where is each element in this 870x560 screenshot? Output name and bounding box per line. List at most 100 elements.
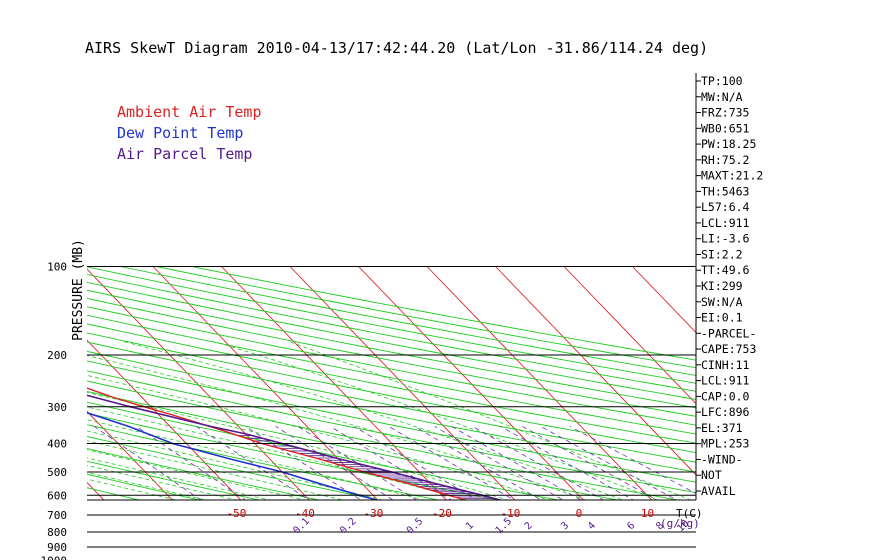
index-label: -WIND- (701, 452, 743, 466)
dry-adiabat-line (87, 314, 696, 435)
legend: Ambient Air Temp Dew Point Temp Air Parcel… (117, 103, 262, 163)
dry-adiabat-line (87, 274, 696, 392)
dry-adiabat-line (87, 341, 696, 463)
index-label: LCL:911 (701, 216, 750, 230)
index-label: EI:0.1 (701, 311, 743, 325)
index-label: TH:5463 (701, 184, 750, 198)
index-label: CAPE:753 (701, 342, 756, 356)
pressure-tick-label: 800 (47, 526, 67, 539)
mixing-ratio-line (472, 426, 605, 500)
temp-tick-label-bottom: -50 (227, 507, 247, 520)
moist-adiabat-line (87, 391, 510, 500)
mixing-ratio-line (434, 426, 564, 500)
mixing-ratio-line (451, 426, 582, 500)
index-label: KI:299 (701, 279, 743, 293)
index-label: FRZ:735 (701, 106, 749, 120)
moist-adiabat-line (87, 449, 307, 500)
dry-adiabat-line (87, 332, 696, 454)
mixing-ratio-line (388, 426, 515, 500)
mixing-ratio-unit-label: (g/kg) (660, 517, 700, 530)
dry-adiabat-line (87, 424, 441, 500)
dry-adiabat-line (87, 487, 142, 500)
series-line-2 (87, 411, 380, 500)
index-label: NOT (701, 468, 722, 482)
temp-tick-label-bottom: 10 (641, 507, 654, 520)
isotherm-line (221, 266, 447, 500)
index-label: L57:6.4 (701, 200, 750, 214)
index-label: MPL:253 (701, 437, 750, 451)
mixing-ratio-tick-label: 6 (625, 520, 637, 532)
isotherm-line (87, 410, 173, 500)
isotherm-line (563, 266, 696, 405)
index-label: -PARCEL- (701, 326, 756, 340)
index-label: LI:-3.6 (701, 232, 750, 246)
moist-adiabat-line (123, 341, 624, 500)
series-line-3 (87, 394, 504, 500)
pressure-tick-label: 300 (47, 401, 67, 414)
pressure-tick-label: 600 (47, 489, 67, 502)
dry-adiabat-line (87, 323, 696, 444)
dry-adiabat-line (87, 460, 261, 500)
dry-adiabat-line (87, 297, 696, 417)
index-label: TT:49.6 (701, 263, 750, 277)
mixing-ratio-tick-label: 2 (523, 520, 535, 532)
pressure-tick-label: 500 (47, 466, 67, 479)
dry-adiabat-line (87, 370, 696, 494)
mixing-ratio-tick-label: 1 (464, 520, 476, 532)
index-label: EL:371 (701, 421, 743, 435)
index-label: LCL:911 (701, 374, 750, 388)
axes: 1002003004005006007008009001000-50-40-30… (41, 261, 703, 560)
pressure-tick-label: 1000 (41, 555, 68, 560)
mixing-ratio-line (414, 426, 542, 500)
moist-adiabat-line (288, 341, 692, 500)
mixing-ratio-line (297, 426, 418, 500)
index-label: LFC:896 (701, 405, 750, 419)
cape-hatch (238, 435, 502, 500)
dry-adiabat-line (87, 306, 696, 426)
isotherm-line (289, 266, 516, 500)
mixing-ratio-line (94, 426, 202, 500)
moist-adiabat-line (87, 430, 385, 500)
index-label: MAXT:21.2 (701, 169, 763, 183)
moist-adiabat-line (87, 355, 588, 500)
temp-tick-label-bottom: -40 (295, 507, 315, 520)
dry-adiabat-line (87, 289, 696, 409)
pressure-tick-label: 700 (47, 509, 67, 522)
moist-adiabat-line (87, 471, 208, 500)
moist-adiabat-line (87, 457, 272, 500)
background-lines (0, 266, 696, 560)
isotherm-line (152, 266, 379, 500)
chart-title: AIRS SkewT Diagram 2010-04-13/17:42:44.2… (85, 39, 708, 57)
index-label: MW:N/A (701, 90, 743, 104)
isotherm-line (426, 266, 653, 500)
moist-adiabat-line (214, 341, 659, 500)
mixing-ratio-tick-label: 4 (586, 520, 598, 532)
mixing-ratio-line (245, 426, 362, 500)
isotherm-line (495, 266, 696, 476)
isotherm-line (0, 267, 31, 560)
legend-entry-3: Air Parcel Temp (117, 145, 252, 163)
index-label: CAP:0.0 (701, 389, 750, 403)
temp-tick-label-bottom: -20 (432, 507, 452, 520)
index-label: RH:75.2 (701, 153, 749, 167)
index-label: TP:100 (701, 74, 743, 88)
moist-adiabat-line (87, 419, 426, 500)
pressure-tick-label: 100 (47, 261, 67, 274)
legend-entry-1: Ambient Air Temp (117, 103, 262, 121)
dry-adiabat-line (87, 350, 696, 473)
legend-entry-2: Dew Point Temp (117, 124, 243, 142)
index-label: PW:18.25 (701, 137, 756, 151)
moist-adiabat-line (87, 374, 550, 500)
y-axis-label: PRESSURE (MB) (71, 239, 86, 341)
isotherm-line (632, 266, 696, 334)
temp-tick-label-bottom: -10 (501, 507, 521, 520)
isotherm-line (358, 266, 584, 500)
pressure-tick-label: 400 (47, 438, 67, 451)
mixing-ratio-line (196, 426, 310, 500)
dry-adiabat-line (87, 281, 696, 400)
dry-adiabat-line (87, 360, 696, 483)
dry-adiabat-line (87, 266, 696, 384)
